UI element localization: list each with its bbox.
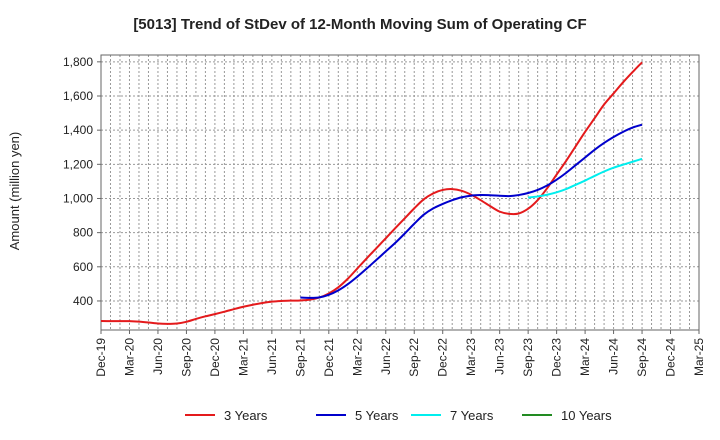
x-tick-label: Jun-21 <box>265 338 279 375</box>
x-tick-label: Sep-24 <box>635 338 649 377</box>
y-axis-ticks: 400 600 800 1,000 1,200 1,400 1,600 1,800 <box>63 55 101 308</box>
x-tick-label: Mar-25 <box>692 338 706 376</box>
legend: 3 Years 5 Years 7 Years 10 Years <box>185 408 612 423</box>
x-tick-label: Sep-20 <box>179 338 193 377</box>
x-tick-label: Dec-20 <box>208 338 222 377</box>
y-tick-label: 1,400 <box>63 123 93 137</box>
x-tick-label: Mar-21 <box>236 338 250 376</box>
series-line-3-years <box>100 61 643 325</box>
plot-area-frame <box>100 54 700 331</box>
x-tick-label: Jun-22 <box>379 338 393 375</box>
x-tick-label: Jun-23 <box>493 338 507 375</box>
x-tick-label: Dec-21 <box>322 338 336 377</box>
y-tick-label: 1,800 <box>63 55 93 69</box>
y-tick-label: 600 <box>73 260 93 274</box>
series-line-7-years <box>528 157 643 199</box>
x-tick-label: Sep-23 <box>521 338 535 377</box>
x-axis-ticks: Dec-19 Mar-20 Jun-20 Sep-20 Dec-20 Mar-21 Jun-… <box>94 330 706 377</box>
legend-label-10-years: 10 Years <box>561 408 612 423</box>
series-lines <box>100 61 643 325</box>
y-axis-title: Amount (million yen) <box>7 132 22 251</box>
legend-label-3-years: 3 Years <box>224 408 268 423</box>
x-tick-label: Dec-23 <box>550 338 564 377</box>
legend-label-5-years: 5 Years <box>355 408 399 423</box>
x-tick-label: Jun-20 <box>151 338 165 375</box>
grid-lines <box>101 55 699 330</box>
series-line-5-years <box>300 123 643 299</box>
y-tick-label: 1,000 <box>63 191 93 205</box>
x-tick-label: Mar-23 <box>464 338 478 376</box>
x-tick-label: Sep-21 <box>293 338 307 377</box>
x-tick-label: Dec-24 <box>664 338 678 377</box>
y-tick-label: 1,200 <box>63 157 93 171</box>
x-tick-label: Mar-22 <box>350 338 364 376</box>
x-tick-label: Dec-19 <box>94 338 108 377</box>
x-tick-label: Jun-24 <box>607 338 621 375</box>
y-tick-label: 1,600 <box>63 89 93 103</box>
x-tick-label: Dec-22 <box>436 338 450 377</box>
x-tick-label: Mar-20 <box>122 338 136 376</box>
y-tick-label: 400 <box>73 294 93 308</box>
chart-title: [5013] Trend of StDev of 12-Month Moving… <box>133 16 586 33</box>
legend-label-7-years: 7 Years <box>450 408 494 423</box>
y-tick-label: 800 <box>73 226 93 240</box>
x-tick-label: Sep-22 <box>407 338 421 377</box>
x-tick-label: Mar-24 <box>578 338 592 376</box>
